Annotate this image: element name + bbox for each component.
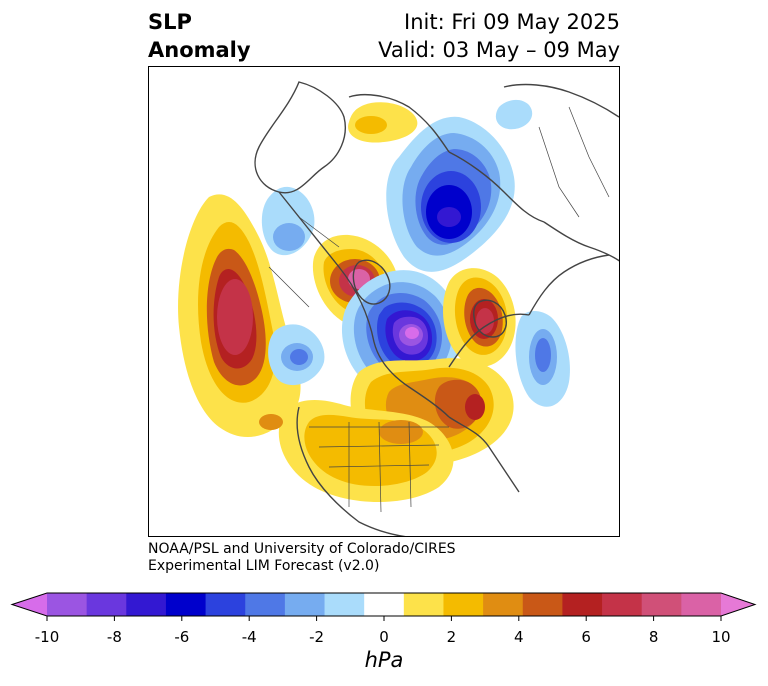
init-date: Init: Fri 09 May 2025 [404, 10, 620, 34]
title-line-1: SLP [148, 10, 192, 34]
credit-text: NOAA/PSL and University of Colorado/CIRE… [148, 541, 456, 575]
colorbar-segment [47, 593, 88, 616]
colorbar-segment [443, 593, 484, 616]
colorbar-segments [12, 593, 755, 616]
anomaly-high-far-north [348, 102, 418, 143]
country-borders [268, 106, 610, 513]
colorbar-segment [562, 593, 603, 616]
colorbar-tick-label: 4 [514, 628, 524, 646]
title-line-2: Anomaly [148, 38, 251, 62]
colorbar-ticks [46, 616, 722, 621]
colorbar [10, 592, 757, 621]
anomaly-low-greenland-north [495, 99, 533, 130]
colorbar-segment [602, 593, 643, 616]
colorbar-segment [483, 593, 524, 616]
colorbar-tick-label: 8 [648, 628, 659, 646]
forecast-dates: Init: Fri 09 May 2025 Valid: 03 May – 09… [378, 8, 620, 64]
colorbar-segment [86, 593, 127, 616]
coastlines [254, 81, 619, 536]
credit-line-2: Experimental LIM Forecast (v2.0) [148, 558, 380, 574]
colorbar-tick-label: -10 [34, 628, 60, 646]
colorbar-outline [10, 592, 757, 617]
colorbar-segment [205, 593, 246, 616]
colorbar-segment [522, 593, 563, 616]
anomaly-low-west-coast [268, 324, 325, 386]
colorbar-segment [681, 593, 722, 616]
colorbar-tick-label: -2 [309, 628, 325, 646]
anomaly-high-north-pacific [178, 194, 301, 438]
colorbar-segment [284, 593, 326, 616]
credit-line-1: NOAA/PSL and University of Colorado/CIRE… [148, 541, 456, 557]
anomaly-low-east-atlantic [515, 311, 570, 407]
valid-range: Valid: 03 May – 09 May [378, 38, 620, 62]
colorbar-tick-label: 6 [581, 628, 591, 646]
colorbar-tick-label: 2 [446, 628, 457, 646]
colorbar-segment [126, 593, 167, 616]
colorbar-tick-label: 10 [711, 628, 731, 646]
colorbar-segment [364, 593, 405, 616]
colorbar-tick-label: 0 [379, 628, 389, 646]
colorbar-segment [403, 593, 444, 616]
colorbar-tick-label: -8 [106, 628, 122, 646]
anomaly-high-scandinavia [443, 268, 516, 367]
slp-anomaly-map [148, 66, 620, 537]
colorbar-extend-low [12, 593, 47, 616]
colorbar-segment [641, 593, 682, 616]
colorbar-segment [324, 593, 365, 616]
anomaly-low-polar-east [386, 116, 515, 272]
colorbar-extend-high [721, 593, 755, 616]
figure-title: SLP Anomaly [148, 8, 251, 64]
colorbar-unit-label: hPa [364, 648, 404, 672]
anomaly-low-alaska [261, 186, 315, 256]
colorbar-segment [245, 593, 286, 616]
colorbar-segment [165, 593, 207, 616]
colorbar-tick-label: -6 [174, 628, 190, 646]
anomaly-high-north-america [259, 400, 454, 502]
map-canvas [178, 81, 619, 536]
colorbar-tick-label: -4 [241, 628, 257, 646]
